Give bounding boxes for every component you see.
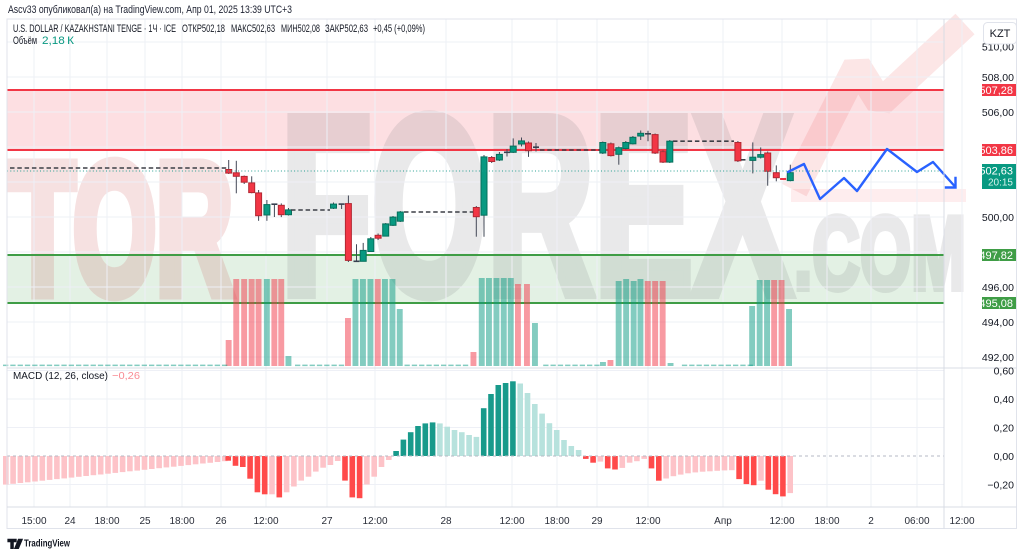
svg-text:12:00: 12:00 [949,516,974,527]
svg-text:20:15: 20:15 [988,178,1013,189]
svg-text:12:00: 12:00 [769,516,794,527]
svg-text:25: 25 [139,516,151,527]
svg-text:06:00: 06:00 [904,516,929,527]
svg-text:KZT: KZT [990,28,1011,40]
svg-text:МАКС502,63: МАКС502,63 [231,23,275,35]
svg-text:500,00: 500,00 [982,212,1014,224]
svg-text:+0,45 (+0,09%): +0,45 (+0,09%) [373,23,425,35]
svg-text:0,60: 0,60 [994,366,1015,378]
svg-text:507,28: 507,28 [979,85,1013,97]
svg-text:18:00: 18:00 [94,516,119,527]
svg-text:28: 28 [440,516,452,527]
svg-text:ЗАКР502,63: ЗАКР502,63 [325,23,368,35]
svg-text:МИН502,08: МИН502,08 [281,23,320,35]
svg-text:12:00: 12:00 [635,516,660,527]
svg-text:−0,20: −0,20 [987,480,1014,492]
svg-text:TOR: TOR [10,126,233,333]
svg-text:494,00: 494,00 [982,317,1014,329]
svg-text:508,00: 508,00 [982,72,1014,84]
svg-text:12:00: 12:00 [362,516,387,527]
svg-text:27: 27 [321,516,333,527]
svg-text:U.S. DOLLAR / KAZAKHSTANI TENG: U.S. DOLLAR / KAZAKHSTANI TENGE · 1Ч · I… [13,23,176,35]
svg-text:18:00: 18:00 [814,516,839,527]
svg-text:0,20: 0,20 [994,423,1015,435]
svg-text:497,82: 497,82 [979,250,1013,262]
svg-text:503,86: 503,86 [979,145,1013,157]
svg-text:495,08: 495,08 [979,298,1013,310]
svg-text:2: 2 [868,516,874,527]
svg-text:ОТКР502,18: ОТКР502,18 [182,23,225,35]
svg-text:18:00: 18:00 [544,516,569,527]
svg-text:26: 26 [215,516,227,527]
svg-text:Объём: Объём [13,35,37,47]
svg-text:496,00: 496,00 [982,282,1014,294]
svg-text:12:00: 12:00 [253,516,278,527]
svg-text:15:00: 15:00 [21,516,46,527]
svg-text:18:00: 18:00 [169,516,194,527]
svg-text:492,00: 492,00 [982,352,1014,364]
svg-text:29: 29 [591,516,603,527]
svg-text:TradingView: TradingView [24,539,70,550]
svg-text:Ascv33 опубликовал(а) на Tradi: Ascv33 опубликовал(а) на TradingView.com… [8,4,292,16]
svg-text:0,00: 0,00 [994,451,1015,463]
svg-text:24: 24 [64,516,76,527]
svg-text:506,00: 506,00 [982,107,1014,119]
svg-text:0,40: 0,40 [994,394,1015,406]
svg-text:−0,26: −0,26 [112,370,140,382]
svg-text:Апр: Апр [714,516,732,527]
svg-text:2,18 К: 2,18 К [42,35,75,47]
svg-text:12:00: 12:00 [499,516,524,527]
svg-text:502,63: 502,63 [979,166,1013,178]
svg-text:MACD (12, 26, close): MACD (12, 26, close) [13,370,108,382]
